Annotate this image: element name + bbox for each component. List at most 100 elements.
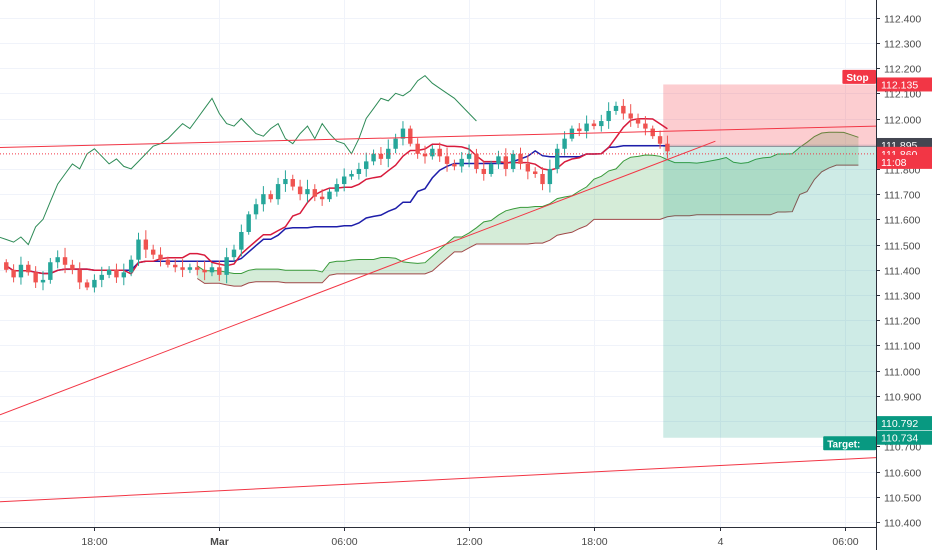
candle-body [290, 179, 295, 187]
price-tick-label: 110.500 [884, 493, 921, 505]
candle-body [283, 179, 288, 185]
candle-body [525, 163, 531, 172]
price-label-text: 11:08 [881, 157, 907, 169]
candle-body [62, 257, 68, 265]
annotation-tag [823, 436, 876, 451]
trend-line-rising [0, 140, 716, 416]
candle-body [121, 272, 127, 278]
candle-body [128, 259, 134, 273]
annotation-text: Target: [827, 439, 860, 450]
candle-body [393, 138, 398, 149]
candle-body [99, 274, 104, 280]
position-tool[interactable] [663, 84, 876, 438]
candle-body [312, 189, 318, 197]
candle-body [136, 239, 141, 260]
price-label-tag [877, 430, 932, 445]
candle-body [650, 128, 655, 137]
chikou-line [0, 74, 477, 246]
price-label-tag [877, 416, 932, 431]
candle-body [217, 267, 222, 275]
candle-body [577, 128, 582, 132]
time-tick-label: 06:00 [331, 536, 357, 548]
candle-body [327, 191, 332, 200]
price-tick-label: 111.400 [884, 266, 921, 278]
candle-body [106, 269, 112, 275]
price-tick-label: 111.600 [884, 215, 921, 227]
price-tick-label: 111.300 [884, 291, 921, 303]
candle-body [621, 105, 626, 114]
candle-body [26, 264, 31, 273]
candle-body [187, 267, 193, 270]
candle-body [48, 262, 53, 280]
candle-body [33, 272, 38, 283]
candle-body [422, 153, 428, 157]
candle-body [202, 269, 207, 273]
candle-body [540, 173, 545, 185]
candle-body [275, 184, 281, 200]
price-label-text: 110.734 [881, 433, 918, 445]
candle-body [77, 269, 82, 283]
time-tick-label: 18:00 [581, 536, 607, 548]
candle-body [599, 121, 604, 127]
candle-body [158, 254, 163, 260]
candle-body [562, 138, 567, 149]
candle-body [606, 110, 611, 122]
candle-body [503, 156, 509, 169]
candle-body [665, 143, 670, 152]
cloud-fill [197, 132, 859, 287]
candle-body [371, 153, 376, 162]
price-tick-label: 110.600 [884, 468, 921, 480]
candle-body [165, 259, 171, 265]
price-tick-label: 111.000 [884, 367, 921, 379]
candle-body [452, 163, 457, 167]
candle-body [305, 189, 310, 195]
time-tick-label: 4 [718, 536, 724, 548]
candle-body [143, 239, 149, 250]
annotation-tag [842, 69, 876, 84]
candle-body [408, 128, 413, 144]
price-tick-label: 110.400 [884, 518, 921, 530]
time-axis[interactable]: 18:00 Mar 06:00 12:00 18:00 4 06:00 [81, 527, 859, 548]
candle-body [261, 194, 266, 205]
price-label-tag [877, 77, 932, 92]
candle-body [635, 118, 641, 124]
candle-body [246, 214, 251, 232]
candle-body [386, 148, 391, 159]
candle-body [555, 148, 560, 169]
candle-body [334, 184, 340, 192]
candle-body [297, 186, 303, 195]
candle-body [496, 156, 501, 164]
candle-body [224, 257, 229, 275]
candle-body [195, 267, 200, 270]
candle-body [341, 176, 347, 185]
candle-body [613, 105, 619, 111]
time-tick-label: 12:00 [456, 536, 482, 548]
candle-body [11, 269, 16, 278]
price-tick-label: 112.000 [884, 115, 921, 127]
price-tick-label: 112.100 [884, 89, 921, 101]
price-tick-label: 111.700 [884, 190, 921, 202]
price-label-text: 112.135 [881, 79, 918, 91]
candle-body [84, 282, 90, 288]
candle-body [474, 153, 479, 169]
candle-body [18, 264, 24, 278]
drawings [0, 125, 877, 503]
candle-body [510, 153, 516, 169]
trend-line-upper [0, 125, 877, 149]
candle-body [92, 279, 97, 288]
price-labels: 112.135111.895111.86011:08110.792110.734… [823, 69, 932, 451]
price-tick-label: 110.900 [884, 392, 921, 404]
candle-body [415, 143, 420, 154]
candle-body [239, 231, 244, 250]
candle-body [591, 123, 597, 127]
candle-body [643, 123, 648, 129]
candles [4, 99, 670, 293]
candle-body [55, 257, 60, 263]
candle-body [437, 148, 442, 157]
candle-body [40, 279, 46, 283]
price-tick-label: 112.200 [884, 64, 921, 76]
candle-body [481, 168, 486, 174]
price-label-text: 110.792 [881, 418, 918, 430]
